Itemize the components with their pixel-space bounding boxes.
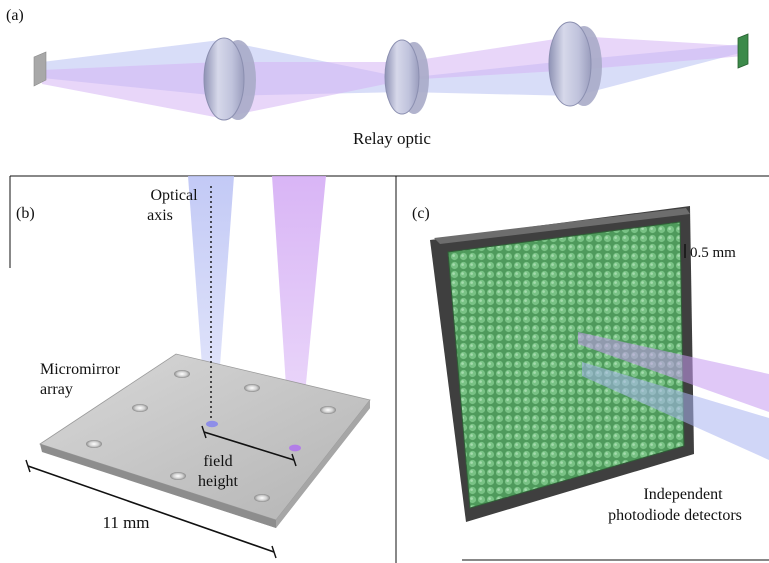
mirror-dimple bbox=[132, 404, 148, 412]
lens-2 bbox=[384, 39, 429, 115]
beam-purple-4 bbox=[575, 36, 744, 70]
panel-a-tag: (a) bbox=[6, 7, 24, 24]
beam-blue-1 bbox=[42, 40, 220, 96]
mirror-dimple bbox=[320, 406, 336, 414]
detector-target bbox=[737, 33, 749, 69]
field-height-label-1: field bbox=[203, 453, 232, 470]
detector-label-1: Independent bbox=[643, 486, 723, 503]
beam-purple-1 bbox=[42, 62, 220, 118]
micromirror-label-2: array bbox=[40, 381, 73, 398]
mirror-dimple bbox=[174, 370, 190, 378]
photodiode-array bbox=[430, 206, 694, 522]
micromirror-plate bbox=[39, 353, 371, 528]
mirror-dimple bbox=[254, 494, 270, 502]
beam-blue-detector bbox=[582, 362, 769, 460]
lens-3 bbox=[548, 21, 602, 107]
beam-purple-detector bbox=[578, 332, 769, 412]
spot-blue bbox=[206, 420, 218, 428]
beam-purple-2 bbox=[220, 62, 405, 118]
relay-beams bbox=[42, 36, 744, 118]
beam-purple-3 bbox=[405, 36, 575, 80]
beam-blue-2 bbox=[220, 40, 405, 96]
size-label: 11 mm bbox=[102, 513, 149, 532]
mirror-dimple bbox=[86, 440, 102, 448]
scale-label: 0.5 mm bbox=[690, 245, 736, 261]
panel-c-tag: (c) bbox=[412, 205, 430, 222]
optical-axis-label-2: axis bbox=[147, 207, 173, 224]
beam-blue-3 bbox=[405, 60, 575, 96]
relay-optic-caption: Relay optic bbox=[353, 129, 431, 148]
mirror-dimple bbox=[244, 384, 260, 392]
field-height-dimension bbox=[201, 425, 297, 467]
panel-a: (a) Relay optic bbox=[6, 7, 749, 148]
lens-1 bbox=[203, 37, 256, 121]
micromirror-label-1: Micromirror bbox=[40, 361, 121, 378]
mirror-dimple bbox=[170, 472, 186, 480]
field-height-label-2: height bbox=[198, 473, 239, 490]
panel-c: (c) 0.5 mm Independent photodiode detect… bbox=[396, 175, 769, 561]
spot-purple bbox=[289, 444, 301, 452]
beam-purple-vertical bbox=[272, 176, 326, 446]
size-dimension bbox=[25, 459, 277, 559]
micromirror-source bbox=[33, 51, 47, 87]
mirror-dimples bbox=[86, 370, 336, 502]
panel-b: (b) Optical axis Micromirror ar bbox=[9, 175, 397, 563]
beam-blue-4 bbox=[575, 44, 744, 96]
panel-b-tag: (b) bbox=[16, 205, 35, 222]
optical-axis-label-1: Optical bbox=[150, 187, 198, 204]
detector-label-2: photodiode detectors bbox=[608, 507, 742, 524]
